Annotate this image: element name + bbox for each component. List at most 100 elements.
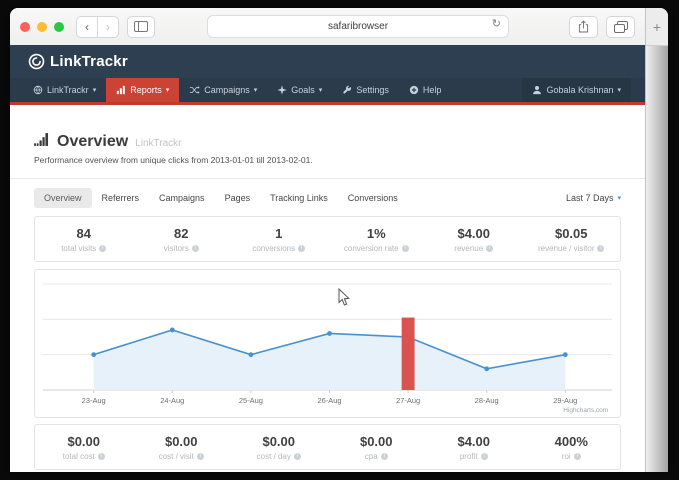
info-icon[interactable]: i xyxy=(197,453,204,460)
back-button[interactable]: ‹ xyxy=(76,16,98,38)
nav-item-settings[interactable]: Settings xyxy=(332,78,399,102)
nav-item-campaigns[interactable]: Campaigns ▾ xyxy=(179,78,267,102)
main-nav: LinkTrackr ▾ Reports ▾ Campaigns ▾ Goals… xyxy=(10,78,645,105)
stat-total-visits: 84 total visitsi xyxy=(35,226,133,253)
stat-profit: $4.00 profiti xyxy=(425,434,523,461)
share-icon xyxy=(578,20,589,33)
tab-overview-button[interactable] xyxy=(606,16,635,38)
info-icon[interactable]: i xyxy=(574,453,581,460)
stat-label: total visits xyxy=(61,244,96,253)
tab-pages[interactable]: Pages xyxy=(215,188,261,208)
svg-text:Highcharts.com: Highcharts.com xyxy=(563,407,608,414)
window-controls xyxy=(20,22,64,32)
reload-button[interactable]: ↻ xyxy=(492,19,501,30)
stat-value: 400% xyxy=(523,434,621,449)
stat-conversions: 1 conversionsi xyxy=(230,226,328,253)
stat-label: conversions xyxy=(252,244,295,253)
forward-icon: › xyxy=(106,21,110,33)
stat-total-cost: $0.00 total costi xyxy=(35,434,133,461)
new-tab-button[interactable]: + xyxy=(646,8,668,46)
info-icon[interactable]: i xyxy=(298,245,305,252)
info-icon[interactable]: i xyxy=(99,245,106,252)
stats-row-top: 84 total visitsi 82 visitorsi 1 conversi… xyxy=(34,216,621,262)
info-icon[interactable]: i xyxy=(597,245,604,252)
stat-label: roi xyxy=(562,452,571,461)
info-icon[interactable]: i xyxy=(481,453,488,460)
address-bar[interactable]: safaribrowser ↻ xyxy=(207,15,509,38)
url-text: safaribrowser xyxy=(328,21,388,32)
nav-label: Goals xyxy=(291,85,315,95)
nav-item-linktrackr[interactable]: LinkTrackr ▾ xyxy=(23,78,106,102)
stat-value: $0.00 xyxy=(35,434,133,449)
forward-button[interactable]: › xyxy=(97,16,119,38)
close-window-button[interactable] xyxy=(20,22,30,32)
plus-icon: + xyxy=(653,19,661,35)
nav-item-goals[interactable]: Goals ▾ xyxy=(267,78,332,102)
stat-label: conversion rate xyxy=(344,244,399,253)
nav-item-help[interactable]: Help xyxy=(399,78,452,102)
user-menu[interactable]: Gobala Krishnan ▾ xyxy=(522,78,631,102)
app-logo-text: LinkTrackr xyxy=(50,53,128,70)
info-icon[interactable]: i xyxy=(192,245,199,252)
signal-bars-icon xyxy=(34,133,50,146)
visits-chart-panel: 23-Aug24-Aug25-Aug26-Aug27-Aug28-Aug29-A… xyxy=(34,269,621,418)
info-icon[interactable]: i xyxy=(402,245,409,252)
info-icon[interactable]: i xyxy=(294,453,301,460)
zoom-window-button[interactable] xyxy=(54,22,64,32)
page-title: Overview xyxy=(57,133,128,151)
chevron-down-icon: ▾ xyxy=(618,195,622,202)
stat-label: revenue / visitor xyxy=(538,244,594,253)
stat-revenue: $4.00 revenuei xyxy=(425,226,523,253)
svg-text:29-Aug: 29-Aug xyxy=(553,396,577,405)
reload-icon: ↻ xyxy=(492,18,501,30)
app-logo[interactable]: LinkTrackr xyxy=(28,53,128,70)
app-header: LinkTrackr xyxy=(10,45,645,78)
stats-row-bottom: $0.00 total costi $0.00 cost / visiti $0… xyxy=(34,424,621,470)
info-icon[interactable]: i xyxy=(381,453,388,460)
stat-value: 1% xyxy=(328,226,426,241)
bar-chart-icon xyxy=(116,85,126,95)
minimize-window-button[interactable] xyxy=(37,22,47,32)
stat-label: profit xyxy=(460,452,478,461)
stat-label: cpa xyxy=(365,452,378,461)
stat-visitors: 82 visitorsi xyxy=(133,226,231,253)
user-name: Gobala Krishnan xyxy=(546,85,613,95)
tabs-icon xyxy=(614,21,628,33)
date-range-dropdown[interactable]: Last 7 Days ▾ xyxy=(566,193,621,203)
chevron-down-icon: ▾ xyxy=(618,87,622,94)
stat-value: 1 xyxy=(230,226,328,241)
sidebar-toggle-button[interactable] xyxy=(127,16,155,38)
info-icon[interactable]: i xyxy=(98,453,105,460)
date-range-label: Last 7 Days xyxy=(566,193,614,203)
tab-campaigns[interactable]: Campaigns xyxy=(149,188,215,208)
window-right-edge: + xyxy=(645,8,668,472)
stat-value: $0.00 xyxy=(230,434,328,449)
help-icon xyxy=(409,85,419,95)
stat-value: $0.05 xyxy=(523,226,621,241)
nav-item-reports[interactable]: Reports ▾ xyxy=(106,78,179,102)
stat-label: cost / day xyxy=(257,452,291,461)
page-content: Overview LinkTrackr Performance overview… xyxy=(10,105,645,472)
svg-text:26-Aug: 26-Aug xyxy=(317,396,341,405)
stat-cost-per-day: $0.00 cost / dayi xyxy=(230,434,328,461)
tab-overview[interactable]: Overview xyxy=(34,188,92,208)
visits-chart[interactable]: 23-Aug24-Aug25-Aug26-Aug27-Aug28-Aug29-A… xyxy=(35,270,620,417)
browser-toolbar: ‹ › safaribrowser ↻ xyxy=(10,8,645,45)
tab-referrers[interactable]: Referrers xyxy=(92,188,150,208)
tab-tracking-links[interactable]: Tracking Links xyxy=(260,188,338,208)
stat-revenue-per-visitor: $0.05 revenue / visitori xyxy=(523,226,621,253)
info-icon[interactable]: i xyxy=(486,245,493,252)
share-button[interactable] xyxy=(569,16,598,38)
page-subtitle: Performance overview from unique clicks … xyxy=(34,155,621,165)
tab-conversions[interactable]: Conversions xyxy=(338,188,408,208)
stat-cost-per-visit: $0.00 cost / visiti xyxy=(133,434,231,461)
star-icon xyxy=(277,85,287,95)
stat-value: $4.00 xyxy=(425,434,523,449)
stat-label: visitors xyxy=(164,244,189,253)
globe-icon xyxy=(33,85,43,95)
svg-text:24-Aug: 24-Aug xyxy=(160,396,184,405)
stat-value: 84 xyxy=(35,226,133,241)
nav-label: Campaigns xyxy=(204,85,250,95)
stat-value: $4.00 xyxy=(425,226,523,241)
stat-roi: 400% roii xyxy=(523,434,621,461)
